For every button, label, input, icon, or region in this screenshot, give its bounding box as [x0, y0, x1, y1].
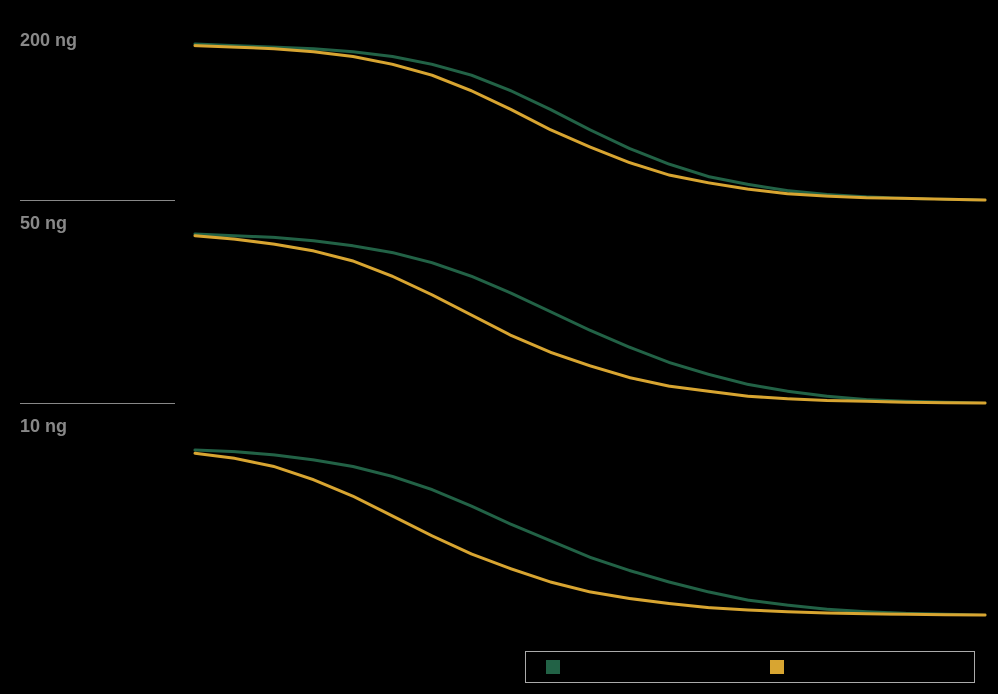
panel-divider	[20, 403, 175, 404]
panel-divider	[20, 200, 175, 201]
series-curve	[195, 236, 985, 403]
chart-container: 200 ng 50 ng 10 ng	[0, 0, 998, 694]
panel-label-50ng: 50 ng	[20, 213, 67, 234]
series-curve	[195, 44, 985, 200]
legend-swatch	[546, 660, 560, 674]
panel-label-10ng: 10 ng	[20, 416, 67, 437]
chart-svg	[0, 0, 998, 694]
legend	[525, 651, 975, 683]
series-curve	[195, 234, 985, 403]
panel-label-200ng: 200 ng	[20, 30, 77, 51]
series-curve	[195, 453, 985, 615]
legend-swatch	[770, 660, 784, 674]
series-curve	[195, 450, 985, 615]
series-curve	[195, 46, 985, 200]
